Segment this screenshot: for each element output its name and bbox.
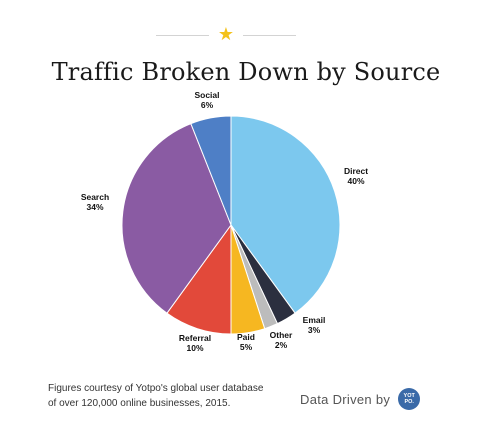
slice-label-email: Email — [303, 315, 326, 325]
slice-value-direct: 40% — [347, 176, 364, 186]
slice-value-paid: 5% — [240, 342, 253, 352]
yotpo-logo-icon: YOT PO. — [398, 388, 421, 410]
slice-label-search: Search — [81, 192, 109, 202]
source-note-line-1: Figures courtesy of Yotpo's global user … — [48, 383, 264, 394]
title-divider: ★ — [0, 24, 492, 48]
source-note: Figures courtesy of Yotpo's global user … — [48, 381, 298, 411]
brand-text: Data Driven by — [300, 391, 391, 407]
slice-value-search: 34% — [86, 202, 103, 212]
slice-label-social: Social — [194, 90, 219, 100]
slice-label-direct: Direct — [344, 166, 368, 176]
chart-title: Traffic Broken Down by Source — [51, 58, 441, 86]
slice-label-other: Other — [270, 330, 293, 340]
pie-slice-search — [121, 123, 232, 314]
slice-label-paid: Paid — [237, 332, 255, 342]
brand-credit: Data Driven by YOT PO. — [300, 388, 421, 410]
divider-line-left — [156, 35, 209, 36]
slice-value-referral: 10% — [186, 343, 203, 353]
pie-slice-social — [190, 115, 232, 226]
source-note-line-2: of over 120,000 online businesses, 2015. — [48, 398, 231, 409]
pie-slice-direct — [230, 115, 341, 314]
slice-label-referral: Referral — [179, 333, 211, 343]
star-icon: ★ — [217, 24, 235, 45]
slice-value-email: 3% — [308, 325, 321, 335]
pie-slices — [121, 115, 341, 335]
slice-value-other: 2% — [275, 340, 288, 350]
divider-line-right — [243, 35, 296, 36]
slice-value-social: 6% — [201, 100, 214, 110]
